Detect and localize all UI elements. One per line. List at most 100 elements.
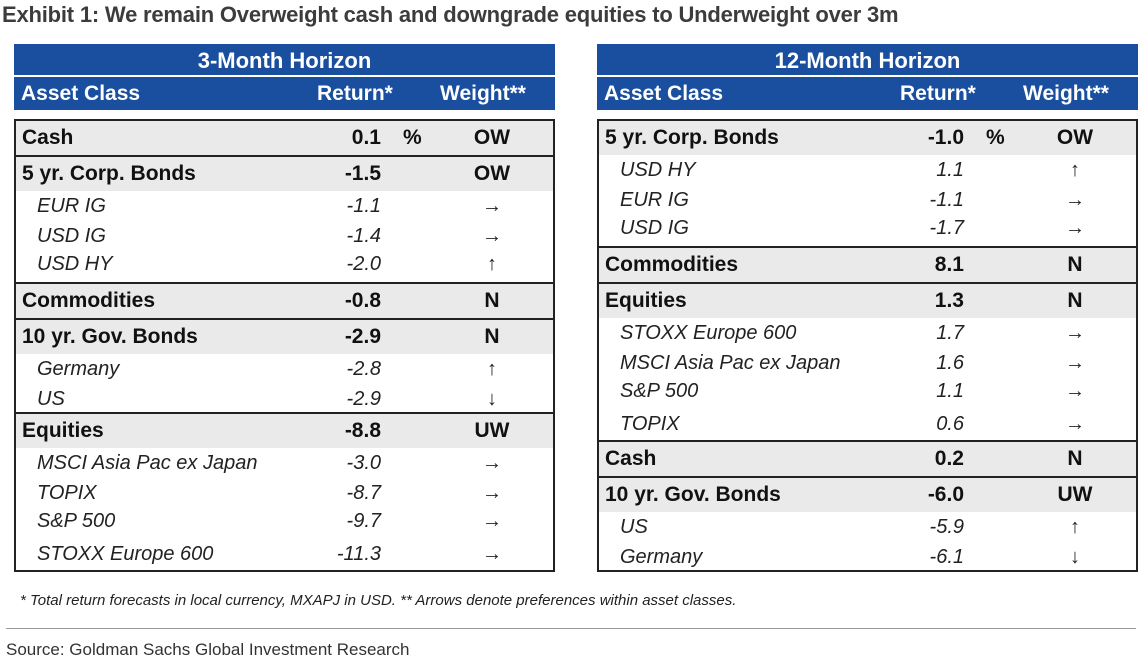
asset-class-return: -1.0 (927, 126, 964, 149)
sub-asset-name: Germany (37, 358, 120, 380)
column-header-asset-class: Asset Class (21, 82, 141, 105)
asset-class-name: Cash (22, 126, 74, 149)
preference-arrow-icon: → (482, 225, 502, 247)
asset-class-return: -0.8 (344, 289, 381, 312)
sub-asset-return: 1.6 (936, 352, 964, 374)
sub-asset-name: STOXX Europe 600 (620, 322, 797, 344)
column-header-weight: Weight** (440, 82, 526, 105)
sub-asset-row: USD IG -1.7 → (599, 213, 1136, 246)
asset-class-row: Cash 0.1% OW (16, 121, 553, 155)
sub-asset-return: -8.7 (346, 482, 381, 504)
sub-asset-row: Germany -6.1 ↓ (599, 542, 1136, 570)
sub-asset-row: USD HY -2.0 ↑ (16, 249, 553, 282)
preference-arrow-icon: ↑ (1070, 516, 1080, 538)
column-header-return: Return* (900, 82, 976, 105)
asset-class-name: 5 yr. Corp. Bonds (22, 162, 196, 185)
column-header-row: Asset Class Return* Weight** (14, 77, 555, 110)
asset-class-weight: N (1067, 289, 1083, 312)
table-title: 12-Month Horizon (597, 44, 1138, 77)
exhibit-title: Exhibit 1: We remain Overweight cash and… (2, 2, 899, 27)
asset-class-return: -8.8 (344, 419, 381, 442)
twelve-month-table: 12-Month Horizon Asset Class Return* Wei… (597, 44, 1138, 572)
asset-class-return: -2.9 (344, 325, 381, 348)
asset-class-name: Cash (605, 447, 657, 470)
sub-asset-name: TOPIX (620, 413, 680, 435)
column-header-asset-class: Asset Class (604, 82, 724, 105)
sub-asset-name: EUR IG (620, 189, 689, 211)
sub-asset-return: -9.7 (346, 510, 381, 532)
sub-asset-name: S&P 500 (620, 380, 699, 402)
sub-asset-row: US -2.9 ↓ (16, 384, 553, 412)
sub-asset-row: EUR IG -1.1 → (16, 191, 553, 221)
asset-class-return: 0.2 (934, 447, 964, 470)
sub-asset-row: STOXX Europe 600 -11.3 → (16, 539, 553, 570)
table-title: 3-Month Horizon (14, 44, 555, 77)
asset-class-weight: N (1067, 253, 1083, 276)
preference-arrow-icon: → (482, 510, 502, 532)
sub-asset-return: 0.6 (936, 413, 964, 435)
asset-group: Equities 1.3 N STOXX Europe 600 1.7 → MSCI Asi… (597, 284, 1138, 442)
sub-asset-row: MSCI Asia Pac ex Japan -3.0 → (16, 448, 553, 478)
source-note: Source: Goldman Sachs Global Investment … (6, 640, 410, 659)
asset-class-weight: UW (1057, 483, 1093, 506)
sub-asset-return: 1.1 (936, 380, 964, 402)
sub-asset-row: S&P 500 1.1 → (599, 376, 1136, 409)
sub-asset-return: -6.1 (929, 546, 964, 568)
asset-class-row: 10 yr. Gov. Bonds -6.0 UW (599, 478, 1136, 512)
sub-asset-row: USD HY 1.1 ↑ (599, 155, 1136, 185)
three-month-table: 3-Month Horizon Asset Class Return* Weig… (14, 44, 555, 572)
asset-class-row: Commodities 8.1 N (599, 248, 1136, 282)
asset-class-row: Cash 0.2 N (599, 442, 1136, 476)
sub-asset-name: US (620, 516, 648, 538)
preference-arrow-icon: → (482, 482, 502, 504)
sub-asset-row: TOPIX 0.6 → (599, 409, 1136, 440)
sub-asset-return: -2.0 (346, 253, 381, 275)
preference-arrow-icon: → (1065, 217, 1085, 239)
sub-asset-row: TOPIX -8.7 → (16, 478, 553, 506)
asset-class-weight: OW (1056, 126, 1094, 149)
percent-unit: % (986, 126, 1005, 149)
asset-class-row: Equities 1.3 N (599, 284, 1136, 318)
sub-asset-row: Germany -2.8 ↑ (16, 354, 553, 384)
asset-class-weight: N (1067, 447, 1083, 470)
sub-asset-name: MSCI Asia Pac ex Japan (37, 452, 258, 474)
asset-class-weight: OW (473, 126, 511, 149)
asset-class-weight: UW (474, 419, 510, 442)
preference-arrow-icon: ↓ (1070, 546, 1080, 568)
asset-class-return: -6.0 (927, 483, 964, 506)
sub-asset-name: TOPIX (37, 482, 97, 504)
sub-asset-row: EUR IG -1.1 → (599, 185, 1136, 213)
sub-asset-return: -2.8 (346, 358, 381, 380)
sub-asset-return: -3.0 (346, 452, 381, 474)
preference-arrow-icon: ↑ (487, 253, 497, 275)
asset-class-name: Commodities (605, 253, 739, 276)
asset-group: 5 yr. Corp. Bonds -1.5 OW EUR IG -1.1 → USD IG… (14, 157, 555, 284)
column-header-weight: Weight** (1023, 82, 1109, 105)
column-header-return: Return* (317, 82, 393, 105)
asset-group: Commodities -0.8 N (14, 284, 555, 320)
sub-asset-name: USD HY (620, 159, 696, 181)
sub-asset-name: USD IG (37, 225, 106, 247)
asset-class-name: Commodities (22, 289, 156, 312)
sub-asset-return: -1.1 (929, 189, 964, 211)
asset-class-return: 1.3 (934, 289, 964, 312)
asset-class-return: 0.1 (351, 126, 381, 149)
asset-class-name: 10 yr. Gov. Bonds (605, 483, 781, 506)
asset-group: 5 yr. Corp. Bonds -1.0% OW USD HY 1.1 ↑ EUR IG… (597, 119, 1138, 248)
asset-group: Cash 0.1% OW (14, 119, 555, 157)
preference-arrow-icon: ↓ (487, 388, 497, 410)
sub-asset-name: S&P 500 (37, 510, 116, 532)
asset-class-return: -1.5 (344, 162, 381, 185)
sub-asset-name: MSCI Asia Pac ex Japan (620, 352, 841, 374)
asset-class-name: Equities (22, 419, 104, 442)
sub-asset-name: STOXX Europe 600 (37, 543, 214, 565)
asset-class-return: 8.1 (934, 253, 964, 276)
asset-class-name: 5 yr. Corp. Bonds (605, 126, 779, 149)
sub-asset-row: MSCI Asia Pac ex Japan 1.6 → (599, 348, 1136, 376)
preference-arrow-icon: → (1065, 322, 1085, 344)
column-header-row: Asset Class Return* Weight** (597, 77, 1138, 110)
sub-asset-return: -1.7 (929, 217, 964, 239)
sub-asset-name: US (37, 388, 65, 410)
asset-group: Commodities 8.1 N (597, 248, 1138, 284)
sub-asset-return: 1.1 (936, 159, 964, 181)
